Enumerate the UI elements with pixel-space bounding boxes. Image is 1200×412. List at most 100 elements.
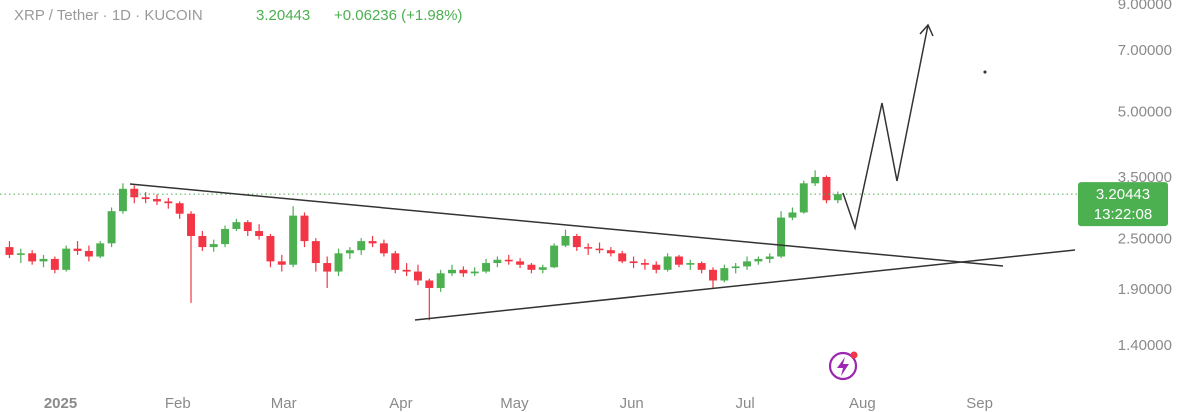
candle-body <box>232 222 241 229</box>
candle-body <box>584 247 593 249</box>
candle-body <box>357 241 366 251</box>
x-tick-label: Feb <box>165 395 191 412</box>
candle-body <box>300 215 309 242</box>
candle-body <box>640 263 649 265</box>
legend-header: XRP / Tether · 1D · KUCOIN 3.20443 +0.06… <box>14 7 462 24</box>
price-label: 3.20443 <box>1096 186 1150 203</box>
y-tick-label: 9.00000 <box>1118 0 1172 13</box>
candle-body <box>118 188 127 212</box>
x-tick-label: Sep <box>966 395 993 412</box>
trendline <box>129 183 1004 267</box>
candle-body <box>107 211 116 244</box>
candle-body <box>686 263 695 265</box>
candle-body <box>50 258 59 270</box>
candle-body <box>266 236 275 262</box>
candle-body <box>368 241 377 244</box>
trendline <box>414 249 1076 321</box>
candle-body <box>379 243 388 254</box>
candle-body <box>28 253 37 262</box>
y-tick-label: 1.40000 <box>1118 337 1172 354</box>
price-label-box <box>1078 182 1168 227</box>
event-icon[interactable] <box>828 351 858 381</box>
candle-body <box>277 261 286 265</box>
candle-body <box>470 271 479 274</box>
x-tick-label: Jun <box>620 395 644 412</box>
candle-body <box>504 259 513 262</box>
x-tick-label: Apr <box>389 395 412 412</box>
candle-body <box>743 261 752 267</box>
candle-body <box>731 266 740 269</box>
price-change: +0.06236 (+1.98%) <box>334 7 462 24</box>
candle-body <box>516 261 525 265</box>
candle-body <box>198 236 207 248</box>
candle-body <box>187 213 195 237</box>
candle-body <box>334 253 343 272</box>
candle-body <box>141 197 150 200</box>
candle-body <box>527 264 536 270</box>
candle-body <box>402 269 411 272</box>
candle-body <box>153 199 161 202</box>
bar-countdown: 13:22:08 <box>1094 206 1152 223</box>
candle-body <box>606 250 615 254</box>
candle-body <box>130 188 139 198</box>
candle-body <box>482 263 491 272</box>
candle-body <box>754 258 763 262</box>
y-tick-label: 5.00000 <box>1118 104 1172 121</box>
arrow-head <box>919 23 934 37</box>
candle-body <box>538 267 547 270</box>
candle-body <box>788 212 797 218</box>
candle-body <box>572 236 581 248</box>
y-tick-label: 1.90000 <box>1118 281 1172 298</box>
projection-path <box>842 24 929 231</box>
last-price: 3.20443 <box>256 7 310 24</box>
candle-body <box>436 273 445 288</box>
candle-body <box>765 256 774 259</box>
candle-body <box>663 256 672 270</box>
candle-body <box>833 194 842 201</box>
symbol-title: XRP / Tether · 1D · KUCOIN <box>14 7 203 24</box>
candle-body <box>595 248 604 251</box>
y-tick-label: 7.00000 <box>1118 42 1172 59</box>
candle-body <box>459 269 468 274</box>
candle-body <box>799 183 808 213</box>
candle-body <box>561 236 570 246</box>
candle-body <box>413 271 422 281</box>
candle-body <box>255 231 264 237</box>
candle-body <box>674 256 683 265</box>
candle-body <box>777 217 786 257</box>
candle-body <box>822 176 831 201</box>
candle-body <box>323 263 332 272</box>
drawings <box>129 23 1076 321</box>
candle-body <box>39 258 48 262</box>
candle-body <box>96 243 105 257</box>
x-tick-label: May <box>500 395 529 412</box>
y-tick-label: 3.50000 <box>1118 169 1172 186</box>
candle-body <box>652 264 661 270</box>
y-tick-label: 2.50000 <box>1118 231 1172 248</box>
candle-body <box>493 259 502 264</box>
candle-body <box>709 269 717 281</box>
candle-body <box>697 263 706 270</box>
candle-body <box>811 176 820 184</box>
x-tick-label: Jul <box>736 395 755 412</box>
candle-body <box>550 245 559 268</box>
candle-body <box>164 201 173 204</box>
candle-body <box>73 248 82 251</box>
x-tick-label: Aug <box>849 395 876 412</box>
x-tick-label: Mar <box>271 395 297 412</box>
candle-body <box>720 268 729 281</box>
candle-body <box>5 247 14 255</box>
candles <box>0 170 1078 321</box>
candle-body <box>209 244 218 248</box>
dot <box>983 70 987 74</box>
candle-body <box>345 250 354 254</box>
candle-body <box>243 222 252 232</box>
candle-body <box>84 250 93 257</box>
candle-body <box>391 253 400 270</box>
candle-body <box>618 253 627 262</box>
candle-body <box>175 203 184 214</box>
candle-body <box>311 241 320 264</box>
x-tick-label: 2025 <box>44 395 77 412</box>
